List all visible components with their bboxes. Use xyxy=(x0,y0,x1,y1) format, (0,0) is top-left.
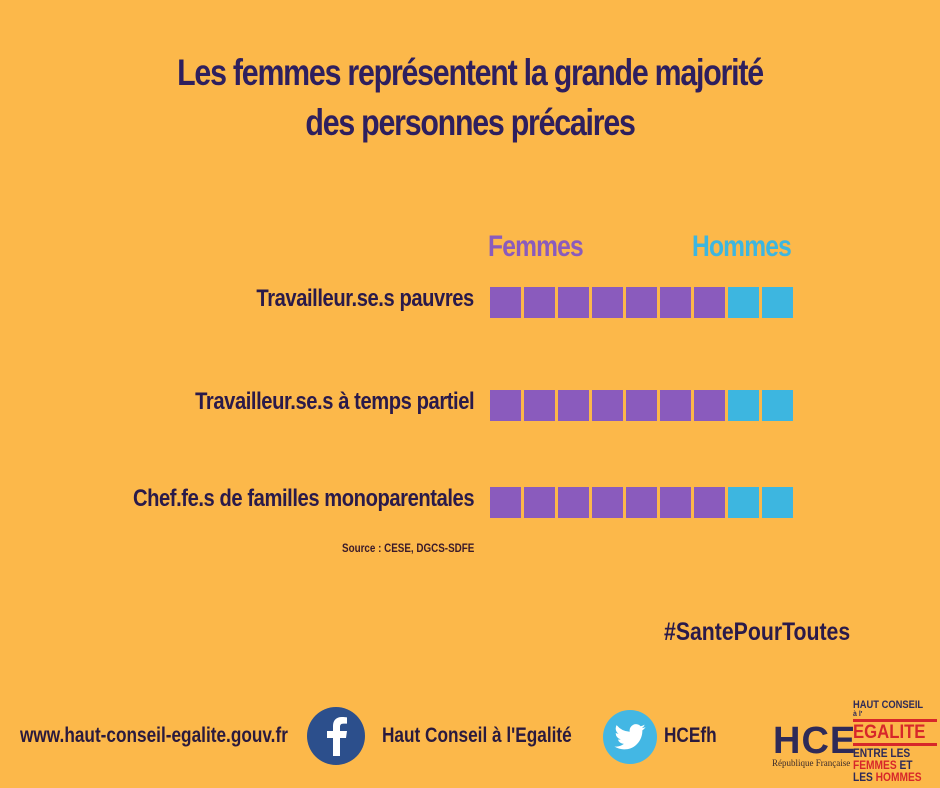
hommes-square xyxy=(762,390,793,421)
hc-logo-line2: à l' xyxy=(853,711,863,718)
femmes-square xyxy=(524,487,555,518)
hommes-square xyxy=(728,287,759,318)
legend-femmes: Femmes xyxy=(488,230,584,263)
hce-logo: HCE xyxy=(773,720,857,762)
femmes-square xyxy=(626,487,657,518)
hc-logo-line6: LES HOMMES xyxy=(853,770,922,784)
hommes-square xyxy=(762,487,793,518)
hc-logo-bar xyxy=(853,719,937,722)
row-label: Chef.fe.s de familles monoparentales xyxy=(132,485,475,512)
pictogram-row xyxy=(490,487,793,518)
hc-logo-line1: HAUT CONSEIL xyxy=(853,699,924,711)
femmes-square xyxy=(490,487,521,518)
femmes-square xyxy=(660,487,691,518)
femmes-square xyxy=(592,487,623,518)
pictogram-row xyxy=(490,390,793,421)
legend-hommes: Hommes xyxy=(692,230,792,263)
femmes-square xyxy=(694,287,725,318)
haut-conseil-logo: HAUT CONSEIL à l' EGALITE ENTRE LES FEMM… xyxy=(853,700,937,783)
femmes-square xyxy=(524,287,555,318)
femmes-square xyxy=(558,287,589,318)
row-label: Travailleur.se.s pauvres xyxy=(256,285,475,312)
hc-logo-line4: ENTRE LES xyxy=(853,746,911,760)
hashtag: #SantePourToutes xyxy=(664,618,851,646)
femmes-square xyxy=(660,287,691,318)
femmes-square xyxy=(490,390,521,421)
femmes-square xyxy=(694,487,725,518)
femmes-square xyxy=(592,287,623,318)
femmes-square xyxy=(626,287,657,318)
femmes-square xyxy=(558,390,589,421)
twitter-icon[interactable] xyxy=(603,710,657,764)
femmes-square xyxy=(626,390,657,421)
facebook-label[interactable]: Haut Conseil à l'Egalité xyxy=(382,724,572,747)
pictogram-row xyxy=(490,287,793,318)
femmes-square xyxy=(694,390,725,421)
hc-logo-line3: EGALITE xyxy=(853,722,926,743)
hommes-square xyxy=(728,390,759,421)
femmes-square xyxy=(660,390,691,421)
title-line-2: des personnes précaires xyxy=(305,102,635,143)
femmes-square xyxy=(558,487,589,518)
page-title: Les femmes représentent la grande majori… xyxy=(85,48,856,148)
row-label: Travailleur.se.s à temps partiel xyxy=(194,388,474,415)
hommes-square xyxy=(728,487,759,518)
republique-francaise-label: République Française xyxy=(772,758,851,768)
title-line-1: Les femmes représentent la grande majori… xyxy=(177,52,764,93)
femmes-square xyxy=(490,287,521,318)
hc-logo-bar xyxy=(853,743,937,746)
website-link[interactable]: www.haut-conseil-egalite.gouv.fr xyxy=(20,724,288,747)
hc-logo-line5: FEMMES ET xyxy=(853,758,913,772)
twitter-label[interactable]: HCEfh xyxy=(664,724,717,747)
facebook-icon[interactable] xyxy=(307,707,365,765)
femmes-square xyxy=(592,390,623,421)
source-note: Source : CESE, DGCS-SDFE xyxy=(342,541,475,555)
femmes-square xyxy=(524,390,555,421)
hommes-square xyxy=(762,287,793,318)
